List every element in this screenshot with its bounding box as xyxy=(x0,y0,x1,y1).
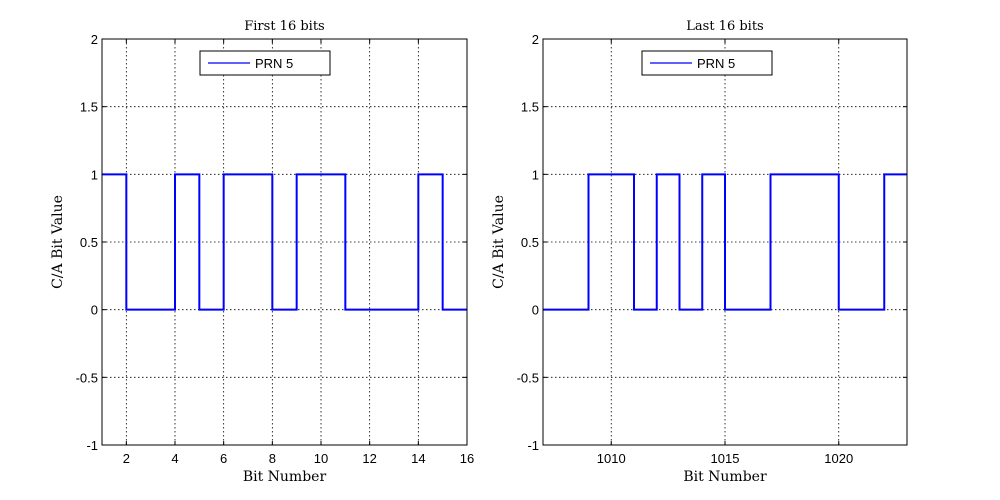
legend-label: PRN 5 xyxy=(255,56,293,71)
y-tick-label: 0.5 xyxy=(80,235,98,250)
x-tick-label: 10 xyxy=(314,451,328,466)
x-axis-label: Bit Number xyxy=(243,469,327,485)
y-tick-label: 0.5 xyxy=(521,235,539,250)
chart-panel-1: 2 4 6 8 10 12 14 16 -1 -0.5 0 0.5 1 1.5 2 First 16 bits… xyxy=(50,19,474,485)
y-tick-label: 1 xyxy=(532,167,539,182)
x-tick-label: 6 xyxy=(220,451,227,466)
y-tick-label: 1.5 xyxy=(80,100,98,115)
y-tick-label: 0 xyxy=(532,303,539,318)
x-tick-label: 12 xyxy=(362,451,376,466)
y-axis-label: C/A Bit Value xyxy=(50,195,66,289)
chart-title: Last 16 bits xyxy=(686,19,763,34)
y-tick-label: 0 xyxy=(91,303,98,318)
y-tick-label: 2 xyxy=(91,32,98,47)
y-tick-label: -1 xyxy=(86,438,98,453)
x-tick-label: 8 xyxy=(269,451,276,466)
legend-label: PRN 5 xyxy=(697,56,735,71)
chart-title: First 16 bits xyxy=(244,19,324,34)
x-tick-label: 16 xyxy=(460,451,474,466)
x-tick-label: 4 xyxy=(171,451,178,466)
x-tick-label: 2 xyxy=(123,451,130,466)
y-tick-label: 1.5 xyxy=(521,100,539,115)
y-tick-label: -1 xyxy=(527,438,539,453)
chart-panel-2: 1010 1015 1020 -1 -0.5 0 0.5 1 1.5 2 Last 16 bits B… xyxy=(491,19,908,485)
plot-area xyxy=(102,39,467,445)
x-tick-label: 1010 xyxy=(597,451,626,466)
x-tick-label: 1020 xyxy=(824,451,853,466)
x-tick-label: 1015 xyxy=(711,451,740,466)
y-tick-label: -0.5 xyxy=(76,370,98,385)
y-tick-label: 2 xyxy=(532,32,539,47)
axes-box xyxy=(542,38,908,446)
x-axis-label: Bit Number xyxy=(683,469,767,485)
legend: PRN 5 xyxy=(641,50,773,76)
axes-box xyxy=(101,38,468,446)
y-axis-label: C/A Bit Value xyxy=(491,195,507,289)
series-line-1 xyxy=(543,173,907,311)
y-tick-label: 1 xyxy=(91,167,98,182)
y-tick-label: -0.5 xyxy=(517,370,539,385)
series-line-1 xyxy=(102,173,467,311)
legend: PRN 5 xyxy=(199,50,331,76)
x-tick-label: 14 xyxy=(411,451,425,466)
